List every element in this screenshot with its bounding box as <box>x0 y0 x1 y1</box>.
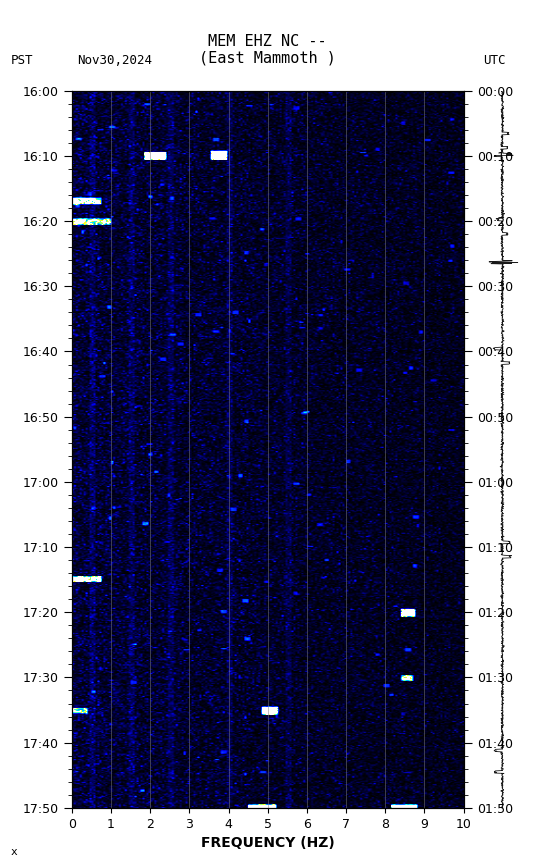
Text: x: x <box>11 848 18 857</box>
Text: UTC: UTC <box>483 54 506 67</box>
X-axis label: FREQUENCY (HZ): FREQUENCY (HZ) <box>201 836 335 850</box>
Text: Nov30,2024: Nov30,2024 <box>77 54 152 67</box>
Title: MEM EHZ NC --
(East Mammoth ): MEM EHZ NC -- (East Mammoth ) <box>199 34 336 66</box>
Text: PST: PST <box>11 54 34 67</box>
